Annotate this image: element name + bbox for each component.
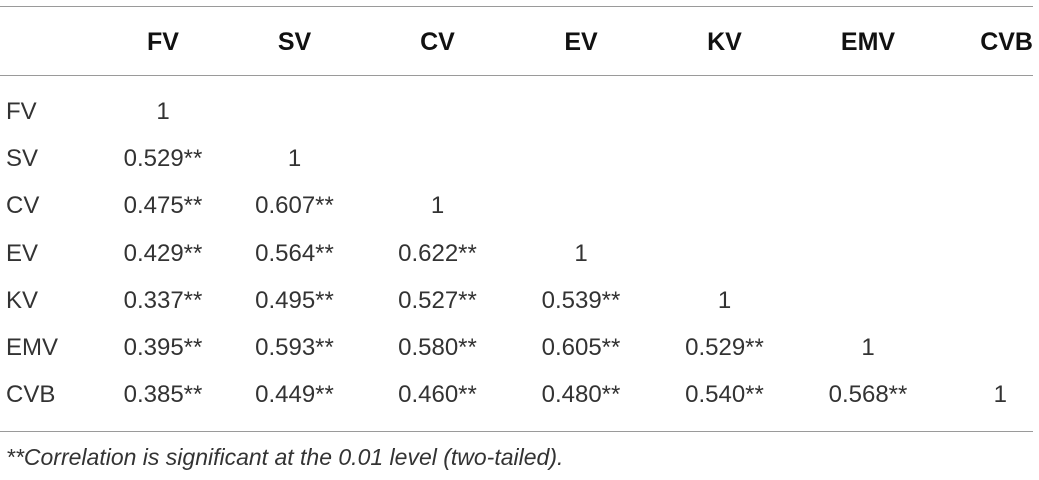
column-header: EMV: [840, 27, 896, 56]
table-cell: [653, 68, 796, 135]
table-cell: [940, 68, 1033, 135]
row-label: EV: [6, 239, 39, 267]
header-rule: [0, 75, 1033, 76]
table-bottom-rule: [0, 431, 1033, 432]
table-cell: 0.605**: [541, 334, 621, 362]
table-row: EMV 0.395** 0.593** 0.580** 0.605** 0.52…: [0, 324, 1033, 371]
column-header: CV: [420, 27, 455, 56]
table-cell: [940, 183, 1033, 230]
table-cell: [366, 135, 509, 182]
table-cell: 0.480**: [541, 381, 621, 409]
table-cell: [653, 183, 796, 230]
table-cell: 0.529**: [685, 334, 764, 362]
column-header: EV: [564, 27, 598, 56]
table-cell: 0.527**: [398, 286, 477, 314]
table-cell: 1: [574, 239, 588, 267]
table-cell: [509, 68, 653, 135]
table-top-rule: [0, 6, 1033, 7]
table-cell: 0.540**: [685, 381, 764, 409]
row-label: CV: [6, 192, 40, 220]
table-cell: 1: [156, 97, 170, 125]
table-cell: [509, 135, 653, 182]
table-cell: 1: [993, 381, 1007, 409]
table-cell: [509, 183, 653, 230]
table-cell: 1: [430, 192, 445, 220]
table-cell: 0.449**: [255, 381, 334, 409]
table-cell: [940, 230, 1033, 277]
table-cell: [940, 324, 1033, 371]
table-cell: 0.395**: [123, 334, 203, 362]
table-cell: 0.593**: [255, 334, 334, 362]
column-header-corner: [0, 16, 103, 68]
table-row: CV 0.475** 0.607** 1: [0, 183, 1033, 230]
table-row: CVB 0.385** 0.449** 0.460** 0.480** 0.54…: [0, 372, 1033, 419]
table-cell: [653, 230, 796, 277]
table-cell: 0.475**: [123, 192, 203, 220]
row-label: FV: [6, 97, 37, 125]
table-cell: [653, 135, 796, 182]
table-cell: 1: [861, 334, 875, 362]
table-cell: 0.337**: [123, 286, 203, 314]
table-cell: 1: [287, 144, 302, 172]
table-cell: 0.580**: [398, 334, 477, 362]
table-cell: [223, 68, 366, 135]
table-cell: 0.607**: [255, 192, 334, 220]
row-label: SV: [6, 144, 39, 172]
header-row: FV SV CV EV KV EMV CVB: [0, 16, 1033, 68]
table-cell: 0.622**: [398, 239, 477, 267]
table-row: EV 0.429** 0.564** 0.622** 1: [0, 230, 1033, 277]
table-cell: [796, 183, 940, 230]
table-cell: 0.385**: [123, 381, 203, 409]
column-header: FV: [147, 27, 179, 56]
table-cell: 0.568**: [828, 381, 908, 409]
table-cell: 0.495**: [255, 286, 334, 314]
table-cell: [796, 230, 940, 277]
table-cell: [796, 135, 940, 182]
table-footnote: **Correlation is significant at the 0.01…: [6, 444, 564, 470]
table-cell: 0.564**: [255, 239, 334, 267]
row-label: EMV: [6, 334, 59, 362]
column-header: CVB: [980, 27, 1033, 56]
table-row: FV 1: [0, 68, 1033, 135]
correlation-table: FV SV CV EV KV EMV CVB FV 1 SV 0.529** 1: [0, 16, 1033, 419]
table-cell: 0.429**: [123, 239, 203, 267]
column-header: KV: [707, 27, 742, 56]
table-cell: 0.529**: [123, 144, 203, 172]
table-row: KV 0.337** 0.495** 0.527** 0.539** 1: [0, 277, 1033, 324]
table-cell: [940, 135, 1033, 182]
table-cell: 0.539**: [541, 286, 621, 314]
table-row: SV 0.529** 1: [0, 135, 1033, 182]
column-header: SV: [277, 27, 312, 56]
table-cell: 1: [717, 286, 732, 314]
row-label: KV: [6, 286, 39, 314]
table-cell: 0.460**: [398, 381, 477, 409]
table-cell: [796, 277, 940, 324]
table-cell: [940, 277, 1033, 324]
table-cell: [796, 68, 940, 135]
table-cell: [366, 68, 509, 135]
row-label: CVB: [6, 381, 56, 409]
